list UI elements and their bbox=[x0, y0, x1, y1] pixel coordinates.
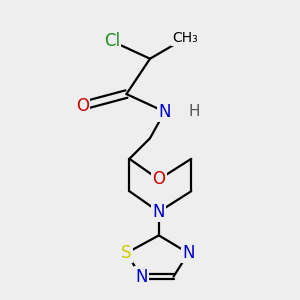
Text: O: O bbox=[76, 97, 89, 115]
Text: CH₃: CH₃ bbox=[172, 31, 198, 45]
Text: N: N bbox=[135, 268, 147, 286]
Text: N: N bbox=[182, 244, 194, 262]
Text: H: H bbox=[188, 104, 200, 119]
Text: S: S bbox=[121, 244, 132, 262]
Text: N: N bbox=[158, 103, 171, 121]
Text: Cl: Cl bbox=[104, 32, 120, 50]
Text: N: N bbox=[153, 203, 165, 221]
Text: O: O bbox=[152, 170, 165, 188]
